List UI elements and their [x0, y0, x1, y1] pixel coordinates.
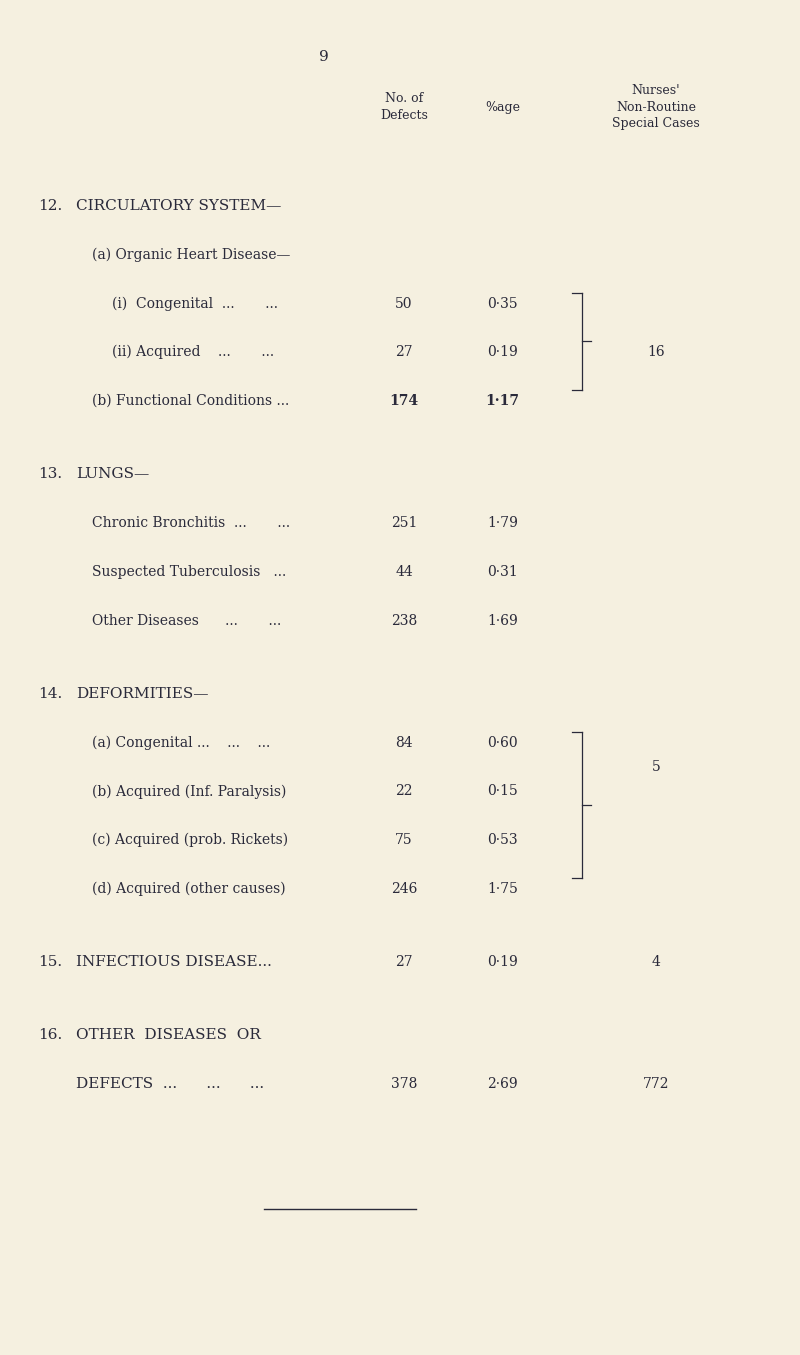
Text: %age: %age — [485, 100, 520, 114]
Text: (b) Acquired (Inf. Paralysis): (b) Acquired (Inf. Paralysis) — [92, 785, 286, 798]
Text: Suspected Tuberculosis   ...: Suspected Tuberculosis ... — [92, 565, 286, 579]
Text: 1·79: 1·79 — [487, 516, 518, 530]
Text: 1·17: 1·17 — [486, 394, 519, 408]
Text: 0·35: 0·35 — [487, 297, 518, 310]
Text: (a) Organic Heart Disease—: (a) Organic Heart Disease— — [92, 248, 290, 262]
Text: 772: 772 — [642, 1077, 670, 1091]
Text: Defects: Defects — [380, 108, 428, 122]
Text: 378: 378 — [391, 1077, 417, 1091]
Text: 0·19: 0·19 — [487, 955, 518, 969]
Text: 174: 174 — [390, 394, 418, 408]
Text: 0·19: 0·19 — [487, 346, 518, 359]
Text: 1·75: 1·75 — [487, 882, 518, 896]
Text: 0·31: 0·31 — [487, 565, 518, 579]
Text: (b) Functional Conditions ...: (b) Functional Conditions ... — [92, 394, 290, 408]
Text: 27: 27 — [395, 346, 413, 359]
Text: (c) Acquired (prob. Rickets): (c) Acquired (prob. Rickets) — [92, 833, 288, 847]
Text: 0·15: 0·15 — [487, 785, 518, 798]
Text: Other Diseases      ...       ...: Other Diseases ... ... — [92, 614, 282, 627]
Text: 238: 238 — [391, 614, 417, 627]
Text: 0·60: 0·60 — [487, 736, 518, 749]
Text: 44: 44 — [395, 565, 413, 579]
Text: INFECTIOUS DISEASE...: INFECTIOUS DISEASE... — [76, 955, 272, 969]
Text: Nurses': Nurses' — [632, 84, 680, 98]
Text: Non-Routine: Non-Routine — [616, 100, 696, 114]
Text: 75: 75 — [395, 833, 413, 847]
Text: 16.: 16. — [38, 1028, 62, 1042]
Text: Chronic Bronchitis  ...       ...: Chronic Bronchitis ... ... — [92, 516, 290, 530]
Text: 13.: 13. — [38, 467, 62, 481]
Text: DEFECTS  ...      ...      ...: DEFECTS ... ... ... — [76, 1077, 264, 1091]
Text: 12.: 12. — [38, 199, 62, 213]
Text: 4: 4 — [651, 955, 661, 969]
Text: OTHER  DISEASES  OR: OTHER DISEASES OR — [76, 1028, 261, 1042]
Text: 16: 16 — [647, 346, 665, 359]
Text: 15.: 15. — [38, 955, 62, 969]
Text: 22: 22 — [395, 785, 413, 798]
Text: 0·53: 0·53 — [487, 833, 518, 847]
Text: DEFORMITIES—: DEFORMITIES— — [76, 687, 209, 701]
Text: (d) Acquired (other causes): (d) Acquired (other causes) — [92, 882, 286, 896]
Text: Special Cases: Special Cases — [612, 117, 700, 130]
Text: 14.: 14. — [38, 687, 62, 701]
Text: LUNGS—: LUNGS— — [76, 467, 150, 481]
Text: 246: 246 — [391, 882, 417, 896]
Text: 251: 251 — [391, 516, 417, 530]
Text: 5: 5 — [652, 760, 660, 774]
Text: (a) Congenital ...    ...    ...: (a) Congenital ... ... ... — [92, 736, 270, 749]
Text: CIRCULATORY SYSTEM—: CIRCULATORY SYSTEM— — [76, 199, 282, 213]
Text: 2·69: 2·69 — [487, 1077, 518, 1091]
Text: 1·69: 1·69 — [487, 614, 518, 627]
Text: (ii) Acquired    ...       ...: (ii) Acquired ... ... — [112, 346, 274, 359]
Text: (i)  Congenital  ...       ...: (i) Congenital ... ... — [112, 297, 278, 310]
Text: 50: 50 — [395, 297, 413, 310]
Text: 84: 84 — [395, 736, 413, 749]
Text: 9: 9 — [319, 50, 329, 64]
Text: 27: 27 — [395, 955, 413, 969]
Text: No. of: No. of — [385, 92, 423, 106]
